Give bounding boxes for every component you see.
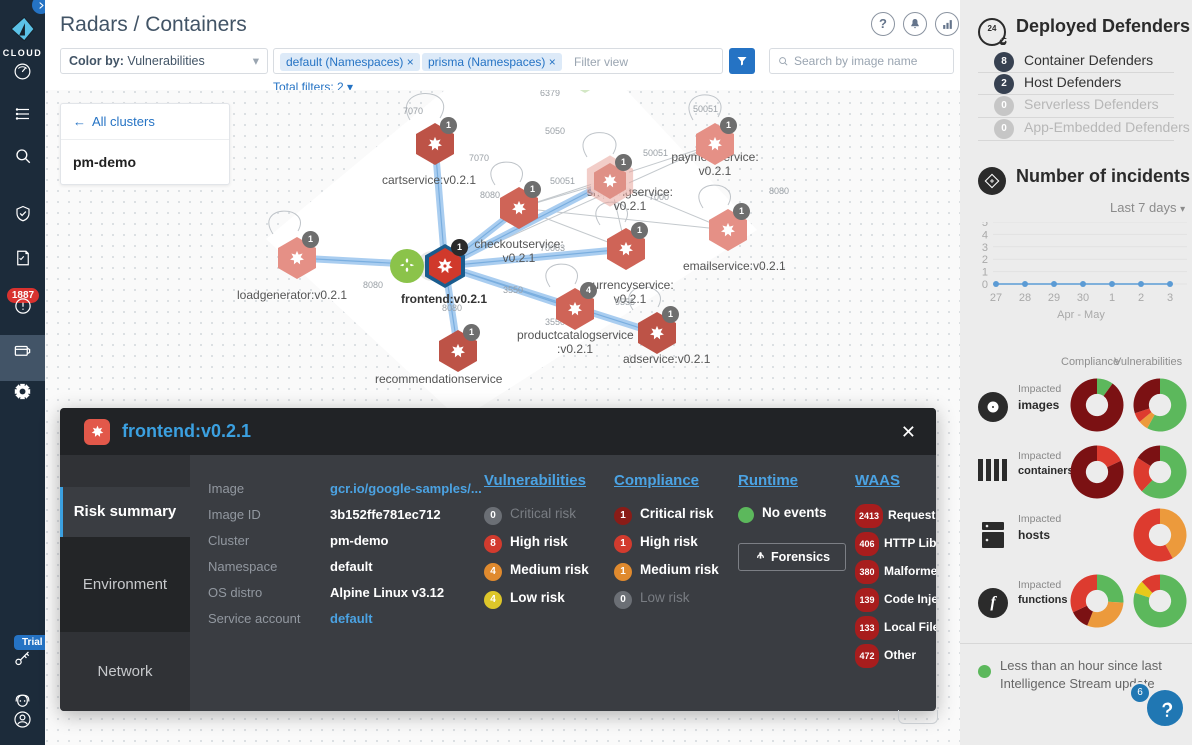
svg-text:27: 27 [990,292,1002,304]
svg-text:2: 2 [982,254,988,266]
svg-text:1: 1 [982,267,988,279]
svg-text:3: 3 [1167,292,1173,304]
svg-text:29: 29 [1048,292,1060,304]
svg-text:2: 2 [1138,292,1144,304]
svg-text:0: 0 [982,279,988,291]
svg-text:3: 3 [982,242,988,254]
svg-text:1: 1 [1109,292,1115,304]
svg-text:5: 5 [982,222,988,229]
svg-text:28: 28 [1019,292,1031,304]
svg-text:4: 4 [982,229,988,241]
svg-text:30: 30 [1077,292,1089,304]
svg-text:Apr - May: Apr - May [1057,309,1105,321]
